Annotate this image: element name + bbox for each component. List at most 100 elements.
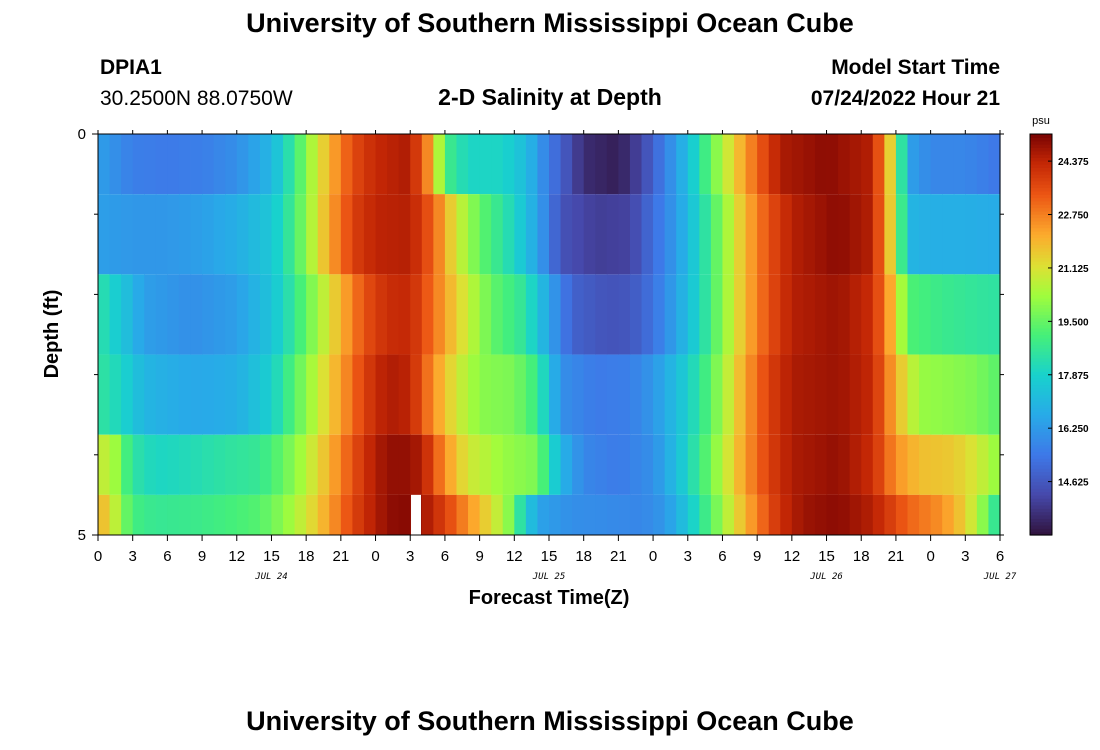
heatmap-cell bbox=[410, 274, 423, 355]
heatmap-cell bbox=[722, 354, 735, 435]
heatmap-cell bbox=[468, 194, 481, 275]
x-tick-label: 18 bbox=[298, 548, 315, 565]
heatmap-cell bbox=[363, 434, 377, 495]
colorbar-segment bbox=[1030, 177, 1052, 182]
colorbar-segment bbox=[1030, 444, 1052, 449]
heatmap-cell bbox=[213, 354, 226, 435]
heatmap-cell bbox=[814, 194, 828, 275]
colorbar-segment bbox=[1030, 331, 1052, 336]
heatmap-cell bbox=[340, 354, 354, 435]
heatmap-cell bbox=[444, 354, 458, 435]
heatmap-cell bbox=[930, 134, 943, 195]
heatmap-cell bbox=[606, 194, 619, 275]
heatmap-cell bbox=[595, 274, 608, 355]
heatmap-cell bbox=[213, 134, 226, 195]
heatmap-cell bbox=[606, 354, 619, 435]
x-axis-ticks: 0 3 6 9 12 15 18 21 0 3 6 9 12 15 18 21 0 3 6 9 12 15 18 21 0 3 6 J… bbox=[94, 130, 1017, 582]
y-tick-label: 0 bbox=[78, 126, 86, 143]
heatmap-cell bbox=[872, 194, 885, 275]
heatmap-cell bbox=[444, 194, 458, 275]
heatmap-cell bbox=[155, 134, 168, 195]
model-start-label: Model Start Time bbox=[831, 56, 1000, 79]
heatmap-cell bbox=[375, 354, 388, 435]
colorbar-segment bbox=[1030, 147, 1052, 152]
heatmap-cell bbox=[202, 434, 215, 495]
heatmap-cell bbox=[294, 134, 307, 195]
heatmap-cell bbox=[676, 434, 689, 495]
heatmap-cell bbox=[132, 134, 145, 195]
colorbar-segment bbox=[1030, 387, 1052, 392]
colorbar-segment bbox=[1030, 478, 1052, 483]
heatmap-cell bbox=[757, 434, 770, 495]
heatmap-cell bbox=[791, 354, 805, 435]
heatmap-cell bbox=[387, 494, 400, 535]
heatmap-cell bbox=[907, 194, 920, 275]
heatmap-cell bbox=[433, 354, 446, 435]
heatmap-cell bbox=[479, 134, 492, 195]
heatmap-cell bbox=[202, 354, 215, 435]
colorbar-segment bbox=[1030, 468, 1052, 473]
heatmap-cell bbox=[734, 194, 747, 275]
colorbar-segment bbox=[1030, 504, 1052, 509]
heatmap-cell bbox=[687, 274, 700, 355]
heatmap-cell bbox=[190, 354, 203, 435]
colorbar-tick-label: 19.500 bbox=[1058, 317, 1089, 328]
heatmap-cell bbox=[271, 194, 284, 275]
heatmap-cell bbox=[132, 194, 145, 275]
x-tick-label: 3 bbox=[406, 548, 414, 565]
heatmap-cell bbox=[271, 354, 284, 435]
heatmap-cell bbox=[387, 354, 400, 435]
x-tick-label: 6 bbox=[163, 548, 171, 565]
y-axis-ticks: 05 bbox=[78, 126, 1004, 544]
heatmap-cell bbox=[826, 194, 839, 275]
heatmap-cell bbox=[572, 354, 585, 435]
colorbar-segment bbox=[1030, 431, 1052, 436]
heatmap-cell bbox=[560, 494, 573, 535]
heatmap-cell bbox=[491, 354, 504, 435]
heatmap-cell bbox=[838, 354, 851, 435]
colorbar-segment bbox=[1030, 404, 1052, 409]
x-tick-label: 0 bbox=[926, 548, 934, 565]
heatmap-cell bbox=[710, 354, 724, 435]
x-tick-label: 6 bbox=[718, 548, 726, 565]
heatmap-cell bbox=[387, 434, 400, 495]
heatmap-cell bbox=[421, 354, 434, 435]
colorbar-segment bbox=[1030, 174, 1052, 179]
heatmap-cell bbox=[838, 494, 851, 535]
colorbar-segment bbox=[1030, 137, 1052, 142]
missing-data-cells bbox=[411, 494, 422, 535]
heatmap-cell bbox=[907, 274, 920, 355]
heatmap-cell bbox=[814, 354, 828, 435]
heatmap-cell bbox=[444, 494, 458, 535]
station-coordinates: 30.2500N 88.0750W bbox=[100, 87, 293, 110]
heatmap-cell bbox=[595, 434, 608, 495]
heatmap-cell bbox=[803, 434, 816, 495]
heatmap-cell bbox=[248, 194, 261, 275]
heatmap-cell bbox=[317, 274, 330, 355]
heatmap-cell bbox=[895, 494, 909, 535]
heatmap-cell bbox=[259, 494, 273, 535]
heatmap-cell bbox=[687, 434, 700, 495]
heatmap-cell bbox=[375, 274, 388, 355]
heatmap-cell bbox=[895, 274, 909, 355]
heatmap-cell bbox=[676, 194, 689, 275]
heatmap-cell bbox=[849, 494, 862, 535]
heatmap-cell bbox=[953, 494, 966, 535]
heatmap-cell bbox=[410, 354, 423, 435]
colorbar-segment bbox=[1030, 167, 1052, 172]
heatmap-cell bbox=[132, 354, 145, 435]
heatmap-cell bbox=[895, 354, 909, 435]
heatmap-cell bbox=[849, 194, 862, 275]
heatmap-cell bbox=[502, 494, 515, 535]
heatmap-cell bbox=[826, 274, 839, 355]
heatmap-cell bbox=[283, 274, 296, 355]
x-tick-label: 15 bbox=[818, 548, 835, 565]
heatmap-cell bbox=[861, 274, 874, 355]
heatmap-cell bbox=[306, 194, 319, 275]
heatmap-cell bbox=[259, 194, 273, 275]
colorbar-segment bbox=[1030, 374, 1052, 379]
heatmap-cell bbox=[976, 274, 990, 355]
heatmap-cell bbox=[884, 274, 897, 355]
heatmap-cell bbox=[965, 134, 978, 195]
heatmap-cell bbox=[919, 354, 932, 435]
